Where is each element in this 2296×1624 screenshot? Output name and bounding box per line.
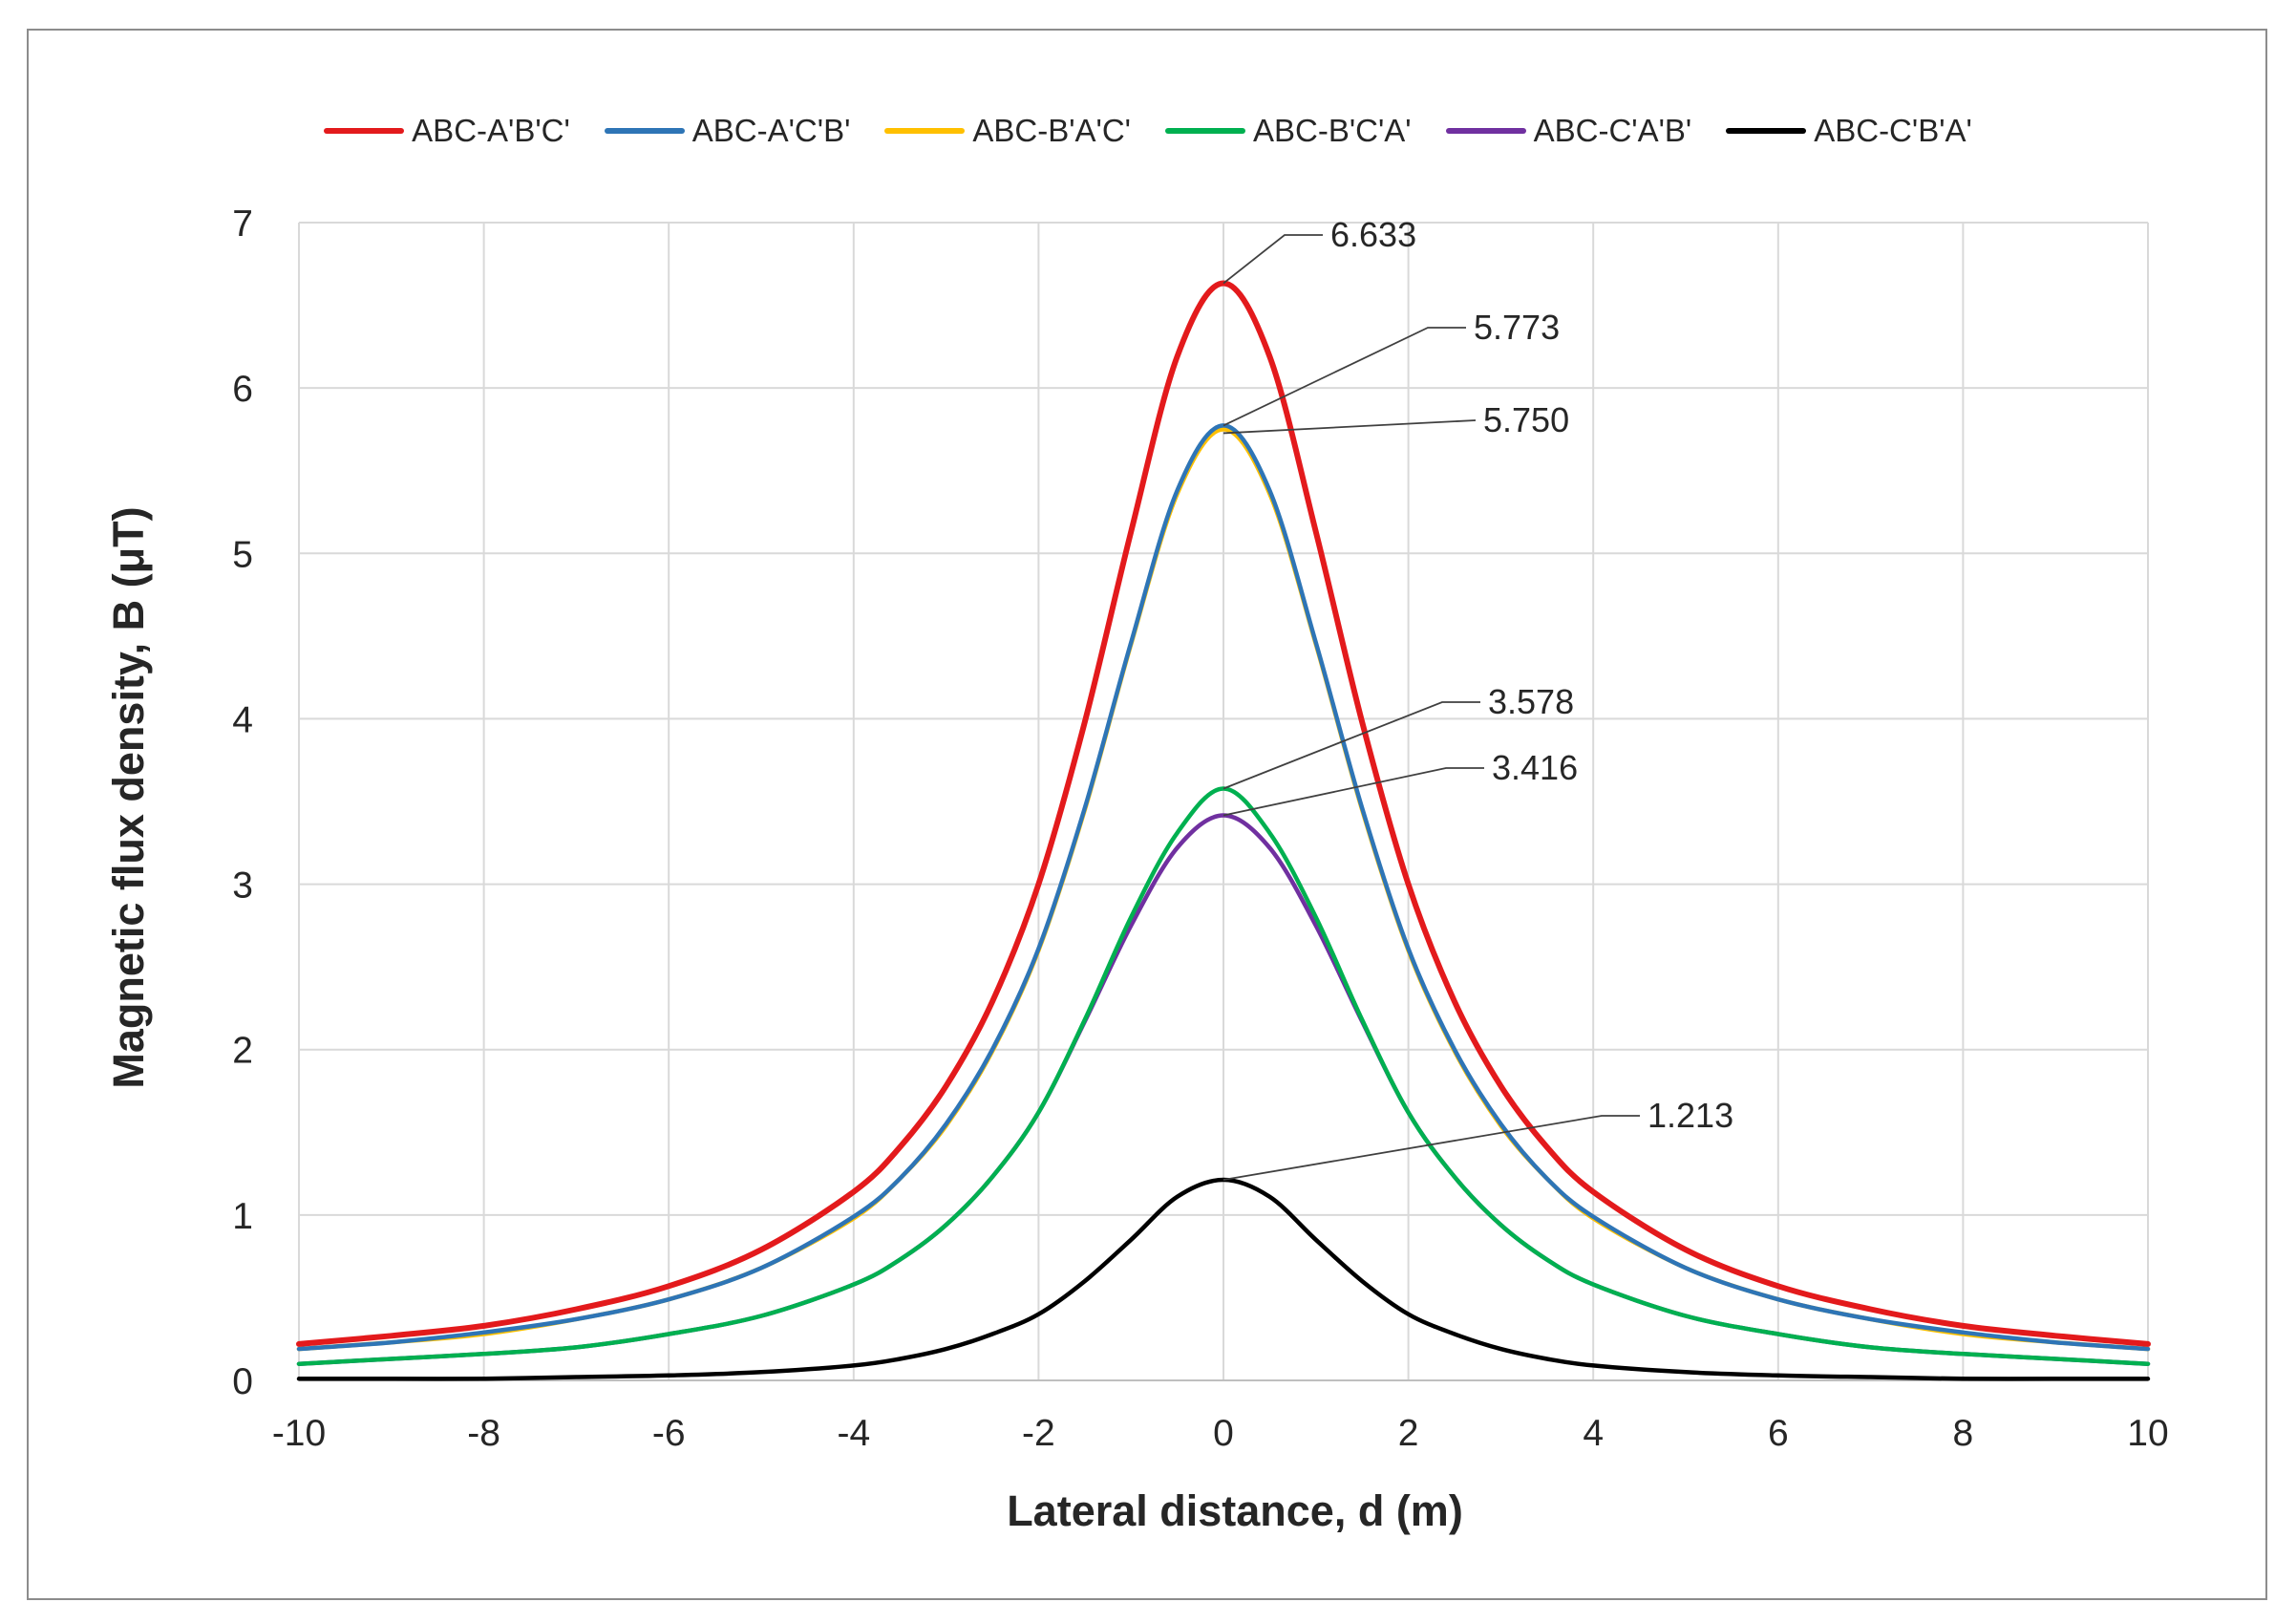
legend-label: ABC-A'C'B' [691,113,851,148]
chart-frame [27,29,2267,1600]
legend-swatch [1445,128,1526,134]
y-tick-label: 7 [232,203,253,245]
x-tick-label: 4 [1583,1413,1604,1454]
tick-labels: -10 -8 -6 -4 -2 0 2 4 6 8 10 0 1 2 3 4 5 6 7 [232,203,2168,1454]
series-line [296,1177,2151,1381]
legend-swatch [324,128,405,134]
data-label: 5.773 [1474,308,1560,347]
annotation-leader [1222,1115,1640,1181]
x-tick-label: -6 [652,1413,686,1454]
legend-swatch [1726,128,1807,134]
x-tick-label: 8 [1953,1413,1974,1454]
data-label: 1.213 [1648,1096,1733,1135]
annotation-leader [1222,767,1484,817]
x-tick-label: 6 [1768,1413,1789,1454]
legend-label: ABC-B'A'C' [972,113,1131,148]
data-label: 5.750 [1483,400,1569,439]
legend-item: ABC-A'C'B' [604,113,851,149]
x-axis-title: Lateral distance, d (m) [1007,1486,1463,1535]
x-tick-label: -4 [837,1413,870,1454]
legend-swatch [604,128,685,134]
y-tick-label: 4 [232,699,253,740]
y-tick-label: 6 [232,369,253,410]
series-line [296,786,2151,1366]
legend-item: ABC-C'B'A' [1726,113,1972,149]
annotation-leader [1222,701,1480,790]
annotations: 6.633 5.773 5.750 3.578 3.416 1.213 [1222,215,1733,1181]
gridlines [298,222,2149,1381]
legend-swatch [1165,128,1245,134]
legend-item: ABC-B'A'C' [884,113,1131,149]
legend-item: ABC-C'A'B' [1445,113,1692,149]
legend-label: ABC-B'C'A' [1253,113,1412,148]
annotation-leader [1222,419,1477,435]
y-axis-title: Magnetic flux density, B (μT) [104,506,153,1088]
x-tick-label: 10 [2127,1413,2168,1454]
x-tick-label: -10 [272,1413,326,1454]
legend-swatch [884,128,966,134]
annotation-leader [1222,327,1466,427]
legend-item: ABC-B'C'A' [1165,113,1412,149]
x-tick-label: -2 [1022,1413,1055,1454]
x-tick-label: -8 [467,1413,500,1454]
y-tick-label: 2 [232,1031,253,1072]
x-tick-label: 0 [1213,1413,1234,1454]
legend: ABC-A'B'C' ABC-A'C'B' ABC-B'A'C' ABC-B'C… [0,107,2296,155]
legend-label: ABC-C'B'A' [1814,113,1972,148]
legend-label: ABC-C'A'B' [1533,113,1692,148]
data-label: 6.633 [1330,215,1416,254]
y-tick-label: 5 [232,534,253,575]
annotation-leader [1222,234,1323,285]
y-tick-label: 0 [232,1361,253,1402]
data-label: 3.578 [1488,682,1574,721]
legend-item: ABC-A'B'C' [324,113,570,149]
y-tick-label: 3 [232,865,253,907]
data-label: 3.416 [1492,748,1578,787]
y-tick-label: 1 [232,1196,253,1237]
x-tick-label: 2 [1398,1413,1419,1454]
legend-label: ABC-A'B'C' [412,113,570,148]
